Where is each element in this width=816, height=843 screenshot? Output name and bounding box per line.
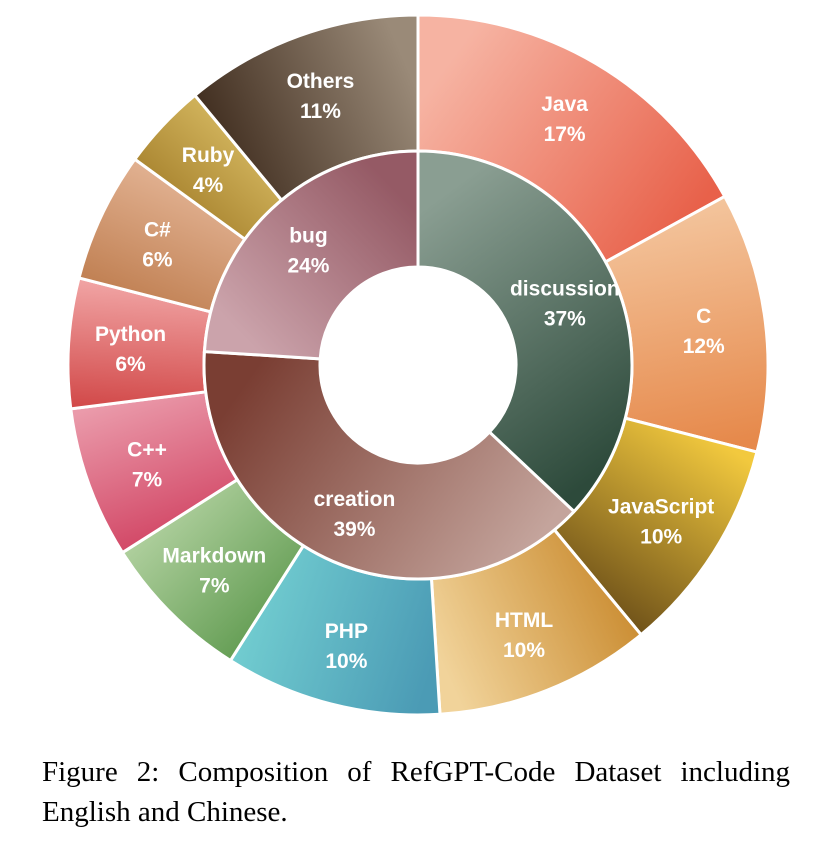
inner-label-discussion: discussion <box>510 277 620 300</box>
outer-label-csharp: C# <box>144 218 171 241</box>
outer-value-javascript: 10% <box>640 525 682 548</box>
outer-value-c: 12% <box>683 335 725 358</box>
outer-label-markdown: Markdown <box>162 545 266 568</box>
inner-value-bug: 24% <box>287 254 329 277</box>
outer-label-ruby: Ruby <box>182 144 235 167</box>
inner-value-creation: 39% <box>333 518 375 541</box>
inner-label-creation: creation <box>314 488 396 511</box>
outer-ring <box>66 13 770 717</box>
outer-value-others: 11% <box>300 100 341 123</box>
figure-caption: Figure 2: Composition of RefGPT-Code Dat… <box>42 756 790 828</box>
inner-slice-bug <box>202 149 420 361</box>
outer-value-cplusplus: 7% <box>132 469 163 492</box>
inner-slice-creation <box>202 349 577 581</box>
outer-label-java: Java <box>541 93 588 116</box>
inner-label-bug: bug <box>289 224 327 247</box>
outer-value-markdown: 7% <box>199 575 230 598</box>
outer-label-html: HTML <box>495 609 553 632</box>
chart-svg: Java 17% C 12% JavaScript 10% HTML 10% PHP 10% Mar… <box>66 13 770 717</box>
inner-slice-discussion <box>416 149 634 514</box>
outer-label-cplusplus: C++ <box>127 439 167 462</box>
outer-value-python: 6% <box>115 353 146 376</box>
inner-value-discussion: 37% <box>544 307 586 330</box>
outer-value-php: 10% <box>325 650 367 673</box>
outer-label-c: C <box>696 305 711 328</box>
donut-chart: Java 17% C 12% JavaScript 10% HTML 10% PHP 10% Mar… <box>66 13 770 717</box>
outer-value-java: 17% <box>544 123 586 146</box>
outer-value-ruby: 4% <box>193 174 224 197</box>
outer-label-python: Python <box>95 323 166 346</box>
inner-ring <box>202 149 634 581</box>
outer-label-php: PHP <box>325 620 368 643</box>
outer-label-others: Others <box>287 70 355 93</box>
segment-labels: Java 17% C 12% JavaScript 10% HTML 10% PHP 10% Mar… <box>95 70 725 673</box>
outer-value-html: 10% <box>503 639 545 662</box>
outer-label-javascript: JavaScript <box>608 495 714 518</box>
outer-value-csharp: 6% <box>142 248 173 271</box>
